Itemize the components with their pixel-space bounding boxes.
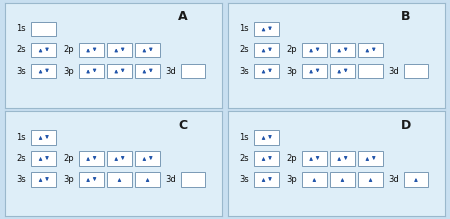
Text: 1s: 1s bbox=[16, 25, 26, 34]
Bar bbox=[358, 43, 383, 57]
Bar bbox=[32, 172, 56, 187]
Bar bbox=[135, 151, 160, 166]
Text: 3p: 3p bbox=[287, 67, 297, 76]
Text: 2p: 2p bbox=[64, 46, 74, 55]
Text: 3d: 3d bbox=[166, 175, 176, 184]
Bar bbox=[135, 43, 160, 57]
Text: 3d: 3d bbox=[388, 175, 399, 184]
Bar bbox=[79, 172, 104, 187]
Bar bbox=[32, 130, 56, 145]
Bar bbox=[254, 151, 279, 166]
Text: 3d: 3d bbox=[166, 67, 176, 76]
Bar bbox=[330, 151, 355, 166]
Text: 1s: 1s bbox=[239, 133, 249, 142]
Bar bbox=[254, 172, 279, 187]
Bar bbox=[32, 43, 56, 57]
Text: 2s: 2s bbox=[16, 154, 26, 163]
Bar bbox=[135, 172, 160, 187]
Text: 2s: 2s bbox=[16, 46, 26, 55]
Text: 3p: 3p bbox=[287, 175, 297, 184]
Bar bbox=[32, 151, 56, 166]
Text: 3s: 3s bbox=[16, 67, 26, 76]
Text: 1s: 1s bbox=[16, 133, 26, 142]
Bar bbox=[330, 172, 355, 187]
Bar bbox=[135, 64, 160, 78]
Bar bbox=[79, 64, 104, 78]
Bar bbox=[254, 21, 279, 36]
Bar bbox=[330, 43, 355, 57]
Text: 3p: 3p bbox=[64, 67, 75, 76]
Bar bbox=[358, 151, 383, 166]
Bar bbox=[107, 172, 132, 187]
Bar bbox=[358, 172, 383, 187]
Bar bbox=[358, 64, 383, 78]
Bar bbox=[107, 64, 132, 78]
Bar bbox=[302, 151, 327, 166]
Text: 3s: 3s bbox=[16, 175, 26, 184]
Text: D: D bbox=[400, 118, 411, 131]
Text: 2p: 2p bbox=[287, 46, 297, 55]
Bar bbox=[180, 172, 205, 187]
Text: 3p: 3p bbox=[64, 175, 75, 184]
Bar bbox=[404, 64, 428, 78]
Bar bbox=[404, 172, 428, 187]
Bar bbox=[302, 172, 327, 187]
Bar bbox=[254, 130, 279, 145]
Text: 3d: 3d bbox=[388, 67, 399, 76]
Text: B: B bbox=[401, 10, 410, 23]
Text: 1s: 1s bbox=[239, 25, 249, 34]
Text: 2p: 2p bbox=[287, 154, 297, 163]
Text: 2p: 2p bbox=[64, 154, 74, 163]
Bar bbox=[32, 21, 56, 36]
Bar bbox=[330, 64, 355, 78]
Bar bbox=[79, 43, 104, 57]
Bar bbox=[79, 151, 104, 166]
Text: 2s: 2s bbox=[239, 46, 249, 55]
Text: C: C bbox=[178, 118, 187, 131]
Bar bbox=[302, 43, 327, 57]
Bar bbox=[254, 64, 279, 78]
Text: A: A bbox=[178, 10, 188, 23]
Bar bbox=[180, 64, 205, 78]
Bar bbox=[107, 43, 132, 57]
Text: 3s: 3s bbox=[239, 67, 249, 76]
Bar bbox=[254, 43, 279, 57]
Text: 3s: 3s bbox=[239, 175, 249, 184]
Bar bbox=[302, 64, 327, 78]
Bar bbox=[32, 64, 56, 78]
Bar bbox=[107, 151, 132, 166]
Text: 2s: 2s bbox=[239, 154, 249, 163]
